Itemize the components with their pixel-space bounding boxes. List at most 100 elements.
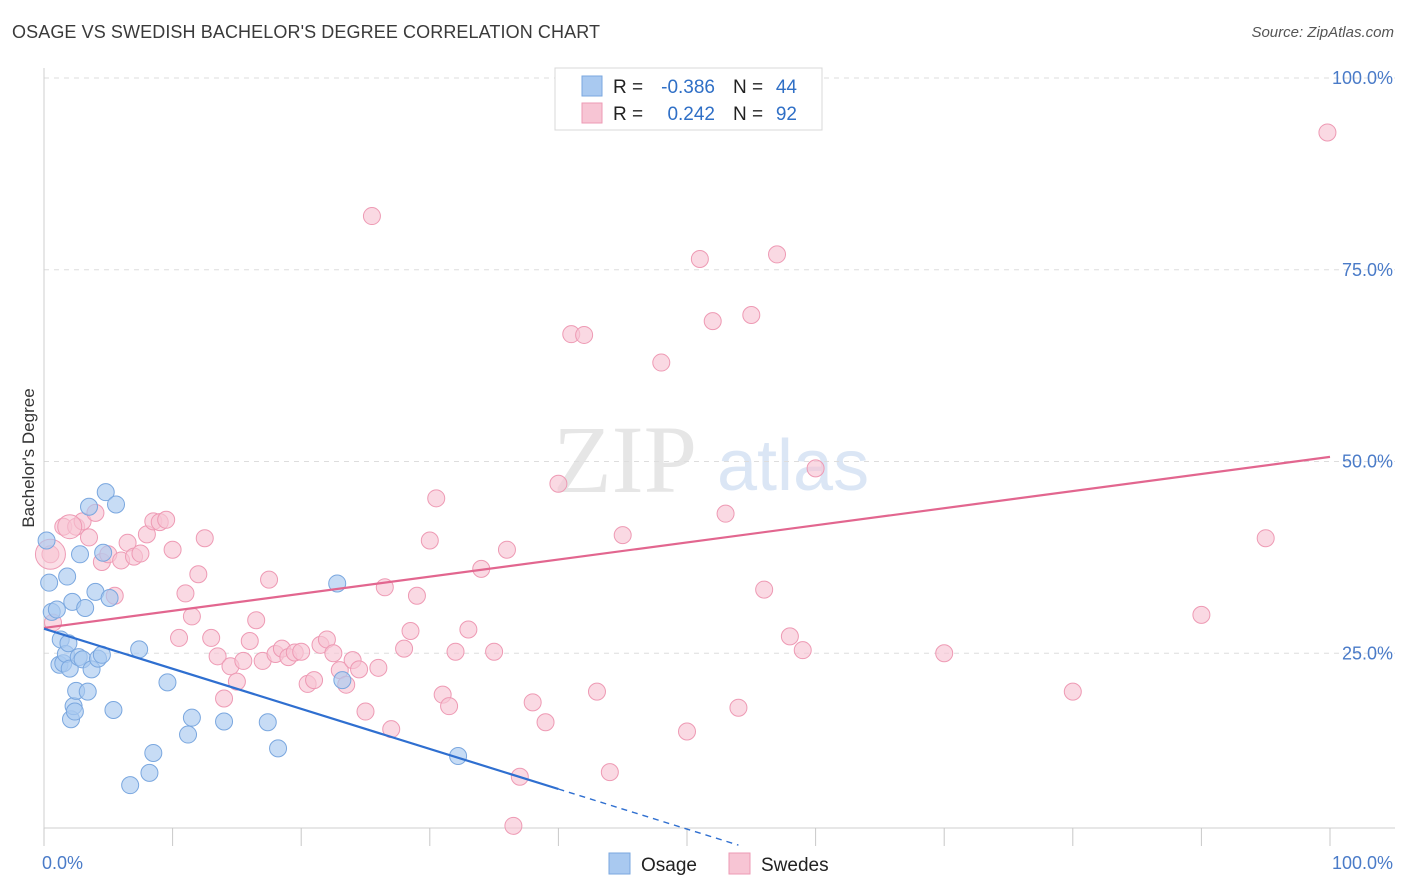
x-tick-label-100: 100.0% <box>1332 853 1393 873</box>
swedes-point-22 <box>189 565 208 584</box>
swedes-point-77 <box>690 250 709 269</box>
osage-points <box>37 483 468 795</box>
osage-point-28 <box>100 589 119 608</box>
y-tick-label-25: 25.0% <box>1342 643 1393 663</box>
bottom-legend-swedes-swatch <box>728 852 751 875</box>
swedes-point-57 <box>427 489 446 508</box>
swedes-point-43 <box>324 644 343 663</box>
swedes-point-38 <box>292 642 311 661</box>
osage-point-35 <box>158 673 177 692</box>
swedes-point-25 <box>208 647 227 666</box>
swedes-point-29 <box>234 651 253 670</box>
osage-trend-line <box>43 627 559 791</box>
bottom-legend-swedes-label: Swedes <box>761 855 829 876</box>
osage-point-31 <box>121 776 140 795</box>
swedes-point-47 <box>350 660 369 679</box>
x-tick-label-0: 0.0% <box>42 853 83 873</box>
swedes-point-87 <box>935 644 954 663</box>
osage-point-36 <box>179 725 198 744</box>
swedes-point-24 <box>202 628 221 647</box>
swedes-point-84 <box>780 627 799 646</box>
swedes-point-30 <box>240 631 259 650</box>
swedes-point-80 <box>729 698 748 717</box>
swedes-point-20 <box>176 584 195 603</box>
swedes-point-26 <box>215 689 234 708</box>
legend-osage-r-label: R = <box>613 77 643 98</box>
osage-point-0 <box>37 531 56 550</box>
osage-point-26 <box>94 543 113 562</box>
bottom-legend-osage-swatch <box>608 852 631 875</box>
legend-osage-n-value: 44 <box>776 77 798 98</box>
swedes-point-53 <box>395 639 414 658</box>
chart-title: OSAGE VS SWEDISH BACHELOR'S DEGREE CORRE… <box>12 22 601 42</box>
swedes-point-19 <box>170 628 189 647</box>
watermark-atlas: atlas <box>717 426 869 506</box>
osage-point-40 <box>269 739 288 758</box>
swedes-point-50 <box>369 658 388 677</box>
swedes-point-31 <box>247 611 266 630</box>
legend-swedes-n-value: 92 <box>776 104 797 125</box>
osage-point-14 <box>65 702 84 721</box>
osage-point-1 <box>40 573 59 592</box>
y-tick-labels: 25.0% 50.0% 75.0% 100.0% <box>1332 68 1393 663</box>
osage-point-27 <box>96 483 115 502</box>
swedes-point-82 <box>755 580 774 599</box>
swedes-point-33 <box>260 570 279 589</box>
swedes-point-65 <box>504 816 523 835</box>
swedes-point-86 <box>806 459 825 478</box>
osage-point-37 <box>182 708 201 727</box>
swedes-point-59 <box>440 697 459 716</box>
swedes-point-61 <box>459 620 478 639</box>
correlation-legend: R = -0.386 N = 44 R = 0.242 N = 92 <box>554 67 823 131</box>
swedes-point-23 <box>195 529 214 548</box>
swedes-point-21 <box>182 607 201 626</box>
osage-trend-line-extension <box>558 788 739 846</box>
bottom-legend-osage-label: Osage <box>641 855 697 876</box>
swedes-point-83 <box>768 245 787 264</box>
swedes-points <box>34 123 1337 835</box>
swedes-point-75 <box>652 353 671 372</box>
osage-point-42 <box>333 671 352 690</box>
osage-point-21 <box>80 497 99 516</box>
legend-swedes-r-label: R = <box>613 104 643 125</box>
x-ticks <box>43 828 1331 846</box>
legend-swedes-swatch <box>581 102 603 124</box>
swedes-cluster-point-2 <box>57 514 83 540</box>
osage-point-19 <box>76 598 95 617</box>
swedes-point-48 <box>356 702 375 721</box>
swedes-point-81 <box>742 306 761 325</box>
osage-point-8 <box>58 567 77 586</box>
swedes-point-5 <box>80 528 99 547</box>
legend-osage-swatch <box>581 75 603 97</box>
swedes-point-54 <box>401 622 420 641</box>
swedes-point-13 <box>131 544 150 563</box>
swedes-point-72 <box>587 682 606 701</box>
legend-osage-r-value: -0.386 <box>661 77 715 98</box>
osage-point-20 <box>78 682 97 701</box>
osage-point-29 <box>104 701 123 720</box>
swedes-point-49 <box>362 207 381 226</box>
y-axis-title: Bachelor's Degree <box>19 388 38 527</box>
osage-point-38 <box>215 712 234 731</box>
series-legend: Osage Swedes <box>608 852 829 876</box>
y-tick-label-75: 75.0% <box>1342 260 1393 280</box>
swedes-point-79 <box>716 504 735 523</box>
osage-point-9 <box>59 634 78 653</box>
legend-osage-n-label: N = <box>733 77 763 98</box>
swedes-point-88 <box>1063 682 1082 701</box>
y-tick-label-50: 50.0% <box>1342 452 1393 472</box>
chart-source: Source: ZipAtlas.com <box>1251 24 1394 41</box>
swedes-point-40 <box>305 671 324 690</box>
swedes-point-60 <box>446 642 465 661</box>
osage-point-17 <box>71 545 90 564</box>
swedes-point-68 <box>536 713 555 732</box>
legend-swedes-r-value: 0.242 <box>667 104 715 125</box>
swedes-point-91 <box>1256 529 1275 548</box>
swedes-point-74 <box>613 526 632 545</box>
swedes-trend-line <box>43 455 1331 630</box>
swedes-point-76 <box>678 722 696 741</box>
legend-swedes-n-label: N = <box>733 104 763 125</box>
osage-point-34 <box>144 743 163 762</box>
swedes-point-67 <box>523 693 542 712</box>
